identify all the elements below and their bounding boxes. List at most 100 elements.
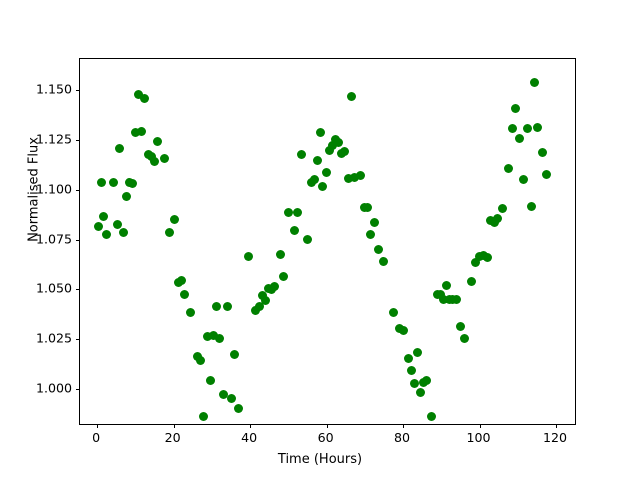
scatter-point [363, 203, 373, 213]
scatter-point [165, 228, 175, 238]
scatter-point [223, 301, 233, 311]
scatter-point [533, 123, 543, 133]
x-tick-mark [555, 424, 557, 428]
x-tick-mark [250, 424, 252, 428]
scatter-point [492, 214, 502, 224]
scatter-point [131, 128, 141, 138]
scatter-point [137, 127, 147, 137]
scatter-point [406, 365, 416, 375]
y-tick-mark [76, 139, 80, 141]
x-tick-label: 20 [164, 430, 181, 445]
y-tick-label: 1.125 [35, 131, 72, 147]
scatter-point [257, 290, 267, 300]
scatter-point [153, 137, 163, 147]
y-tick-mark [76, 339, 80, 341]
scatter-point [415, 387, 425, 397]
scatter-point [503, 164, 513, 174]
x-axis-label: Time (Hours) [277, 452, 363, 467]
scatter-point [369, 218, 379, 228]
scatter-point [180, 289, 190, 299]
scatter-point [169, 215, 179, 225]
scatter-point [146, 152, 156, 162]
x-tick-label: 40 [241, 430, 258, 445]
scatter-point [455, 321, 465, 331]
y-tick-mark [76, 239, 80, 241]
scatter-point [198, 411, 208, 421]
scatter-point [410, 378, 420, 388]
scatter-point [398, 325, 408, 335]
scatter-point [254, 301, 264, 311]
scatter-point [442, 280, 452, 290]
scatter-point [283, 208, 293, 218]
scatter-point [276, 249, 286, 259]
scatter-point [489, 218, 499, 228]
scatter-point [186, 307, 196, 317]
scatter-point [467, 276, 477, 286]
scatter-point [289, 226, 299, 236]
scatter-point [497, 204, 507, 214]
scatter-point [293, 208, 303, 218]
y-tick-label: 1.100 [35, 181, 72, 197]
y-tick-mark [76, 289, 80, 291]
scatter-point [318, 182, 328, 192]
y-tick-label: 1.050 [35, 280, 72, 296]
y-tick-label: 1.025 [35, 330, 72, 346]
scatter-point [140, 94, 150, 104]
scatter-point [115, 144, 125, 154]
y-tick-label: 1.075 [35, 231, 72, 246]
scatter-point [279, 271, 289, 281]
scatter-point [366, 230, 376, 240]
scatter-point [270, 281, 280, 291]
scatter-point [218, 389, 228, 399]
scatter-point [297, 150, 307, 160]
scatter-point [302, 235, 312, 244]
scatter-point [315, 128, 325, 138]
x-tick-mark [173, 424, 175, 428]
scatter-point [96, 178, 106, 188]
x-tick-mark [479, 424, 481, 428]
y-tick-mark [76, 189, 80, 191]
scatter-point [176, 275, 186, 285]
scatter-point [340, 147, 350, 157]
scatter-point [243, 251, 253, 261]
scatter-point [436, 289, 446, 299]
scatter-point [230, 349, 240, 359]
scatter-point [226, 393, 236, 403]
y-tick-mark [76, 89, 80, 91]
x-tick-label: 120 [542, 430, 567, 445]
x-tick-label: 0 [92, 430, 101, 445]
scatter-point [388, 307, 398, 317]
scatter-point [234, 403, 244, 413]
scatter-point [482, 252, 492, 262]
scatter-point [127, 179, 137, 189]
scatter-point [325, 146, 335, 156]
y-tick-mark [76, 389, 80, 391]
y-tick-label: 1.000 [35, 380, 72, 396]
scatter-point [452, 294, 462, 304]
scatter-point [471, 257, 481, 267]
scatter-point [538, 148, 548, 158]
x-tick-mark [97, 424, 99, 428]
scatter-point [211, 301, 221, 311]
scatter-point [507, 124, 517, 134]
scatter-point [343, 174, 353, 184]
scatter-point [413, 347, 423, 357]
scatter-point [404, 353, 414, 363]
x-tick-label: 60 [317, 430, 334, 445]
scatter-point [93, 222, 103, 232]
scatter-point [518, 175, 528, 185]
scatter-points-layer [80, 59, 575, 424]
scatter-point [541, 170, 551, 180]
scatter-point [260, 295, 270, 305]
x-tick-label: 100 [466, 430, 491, 445]
scatter-point [379, 256, 389, 266]
scatter-point [459, 333, 469, 343]
scatter-point [328, 141, 338, 151]
y-tick-label: 1.150 [35, 81, 72, 97]
scatter-point [427, 411, 437, 421]
scatter-point [202, 331, 212, 341]
y-axis-label: Normalised Flux [26, 137, 42, 242]
scatter-point [511, 104, 521, 114]
scatter-point [133, 90, 143, 100]
